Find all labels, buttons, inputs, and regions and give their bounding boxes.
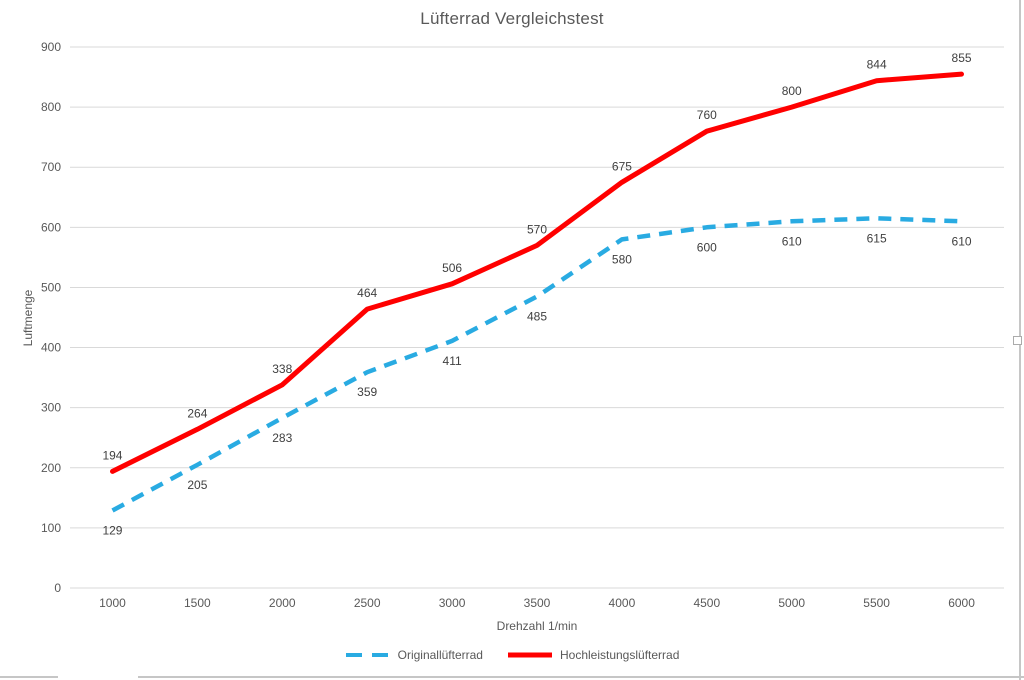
x-tick-label: 2500: [354, 596, 381, 610]
data-label: 411: [443, 354, 462, 368]
legend-item-label: Hochleistungslüfterrad: [559, 648, 680, 662]
x-tick-label: 1000: [99, 596, 126, 610]
data-label: 675: [612, 159, 632, 173]
series-line-0: [111, 216, 962, 513]
legend-item: Originallüfterrad: [345, 648, 483, 662]
data-label: 506: [442, 261, 462, 275]
data-label: 205: [187, 478, 207, 492]
y-tick-label: 800: [41, 100, 61, 114]
x-tick-label: 6000: [948, 596, 975, 610]
legend-line-sample: [345, 653, 390, 657]
data-label: 464: [357, 286, 377, 300]
data-label: 338: [272, 362, 292, 376]
y-axis-title: Luftmenge: [21, 289, 35, 347]
x-tick-label: 1500: [184, 596, 211, 610]
data-label: 570: [527, 222, 547, 236]
x-tick-label: 2000: [269, 596, 296, 610]
x-axis-title: Drehzahl 1/min: [496, 619, 578, 633]
y-tick-label: 900: [41, 40, 61, 54]
series-line-1: [110, 71, 964, 474]
legend-item: Hochleistungslüfterrad: [507, 648, 679, 662]
chart-frame-border-bottom-left: [0, 676, 58, 678]
data-label: 855: [952, 51, 972, 65]
data-label: 485: [527, 309, 547, 323]
data-label: 844: [867, 58, 887, 72]
chart-resize-handle[interactable]: [1013, 336, 1022, 345]
data-label: 760: [697, 108, 717, 122]
data-label: 600: [697, 240, 717, 254]
y-tick-label: 700: [41, 160, 61, 174]
x-tick-label: 4500: [693, 596, 720, 610]
data-label: 610: [782, 234, 802, 248]
x-tick-label: 5000: [778, 596, 805, 610]
y-tick-label: 300: [41, 401, 61, 415]
data-label: 194: [102, 448, 122, 462]
y-tick-label: 0: [54, 581, 61, 595]
y-tick-label: 600: [41, 220, 61, 234]
x-tick-label: 5500: [863, 596, 890, 610]
legend-line-sample: [507, 652, 552, 658]
y-tick-label: 200: [41, 461, 61, 475]
data-label: 800: [782, 84, 802, 98]
y-tick-label: 400: [41, 341, 61, 355]
data-label: 610: [952, 234, 972, 248]
data-label: 580: [612, 252, 632, 266]
chart-title: Lüfterrad Vergleichstest: [420, 9, 604, 28]
x-tick-label: 3500: [524, 596, 551, 610]
data-label: 615: [867, 231, 887, 245]
y-tick-label: 500: [41, 280, 61, 294]
chart-frame-border-bottom: [138, 676, 1024, 678]
legend: Originallüfterrad Hochleistungslüfterrad: [0, 648, 1024, 662]
y-tick-label: 100: [41, 521, 61, 535]
data-label: 283: [272, 431, 292, 445]
data-label: 129: [102, 523, 122, 537]
x-tick-label: 3000: [439, 596, 466, 610]
data-label: 264: [187, 406, 207, 420]
legend-item-label: Originallüfterrad: [397, 648, 483, 662]
x-tick-label: 4000: [609, 596, 636, 610]
data-label: 359: [357, 385, 377, 399]
